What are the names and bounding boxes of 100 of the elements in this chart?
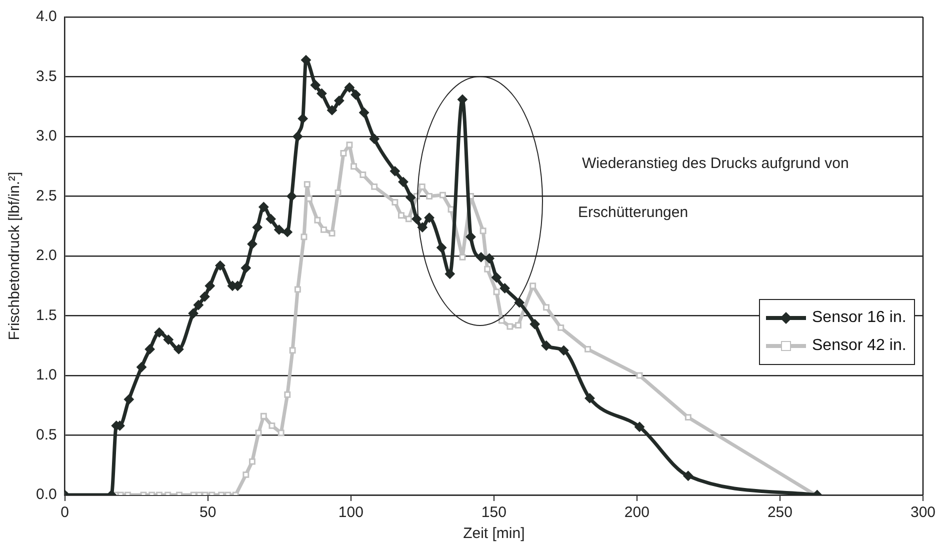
- y-axis-title: Frischbetondruck [lbf/in.²]: [6, 172, 24, 340]
- point: [492, 272, 502, 283]
- point: [316, 88, 327, 98]
- point: [154, 327, 164, 338]
- y-tick-label: 4.0: [36, 8, 57, 26]
- y-tick-label: 2.5: [36, 187, 57, 204]
- point: [346, 142, 353, 148]
- point: [398, 212, 404, 219]
- point: [426, 193, 433, 200]
- x-tick-label: 50: [200, 504, 216, 522]
- point: [418, 183, 426, 190]
- point: [359, 108, 370, 118]
- point: [498, 317, 505, 324]
- y-tick-label: 2.0: [36, 247, 57, 264]
- point: [248, 458, 256, 465]
- point: [636, 372, 643, 379]
- point: [255, 430, 262, 436]
- y-tick-label: 3.0: [36, 128, 57, 145]
- x-tick-label: 100: [338, 504, 364, 522]
- point: [584, 393, 595, 404]
- point: [215, 260, 226, 271]
- x-tick-label: 200: [624, 504, 650, 522]
- point: [541, 340, 552, 351]
- point: [584, 346, 591, 352]
- point: [444, 268, 455, 279]
- point: [136, 362, 147, 372]
- point: [683, 470, 694, 481]
- point: [292, 132, 303, 142]
- point: [252, 222, 262, 232]
- point: [424, 212, 434, 223]
- point: [634, 422, 645, 432]
- legend-label: Sensor 16 in.: [812, 309, 906, 328]
- point: [344, 82, 354, 93]
- x-tick-label: 250: [767, 504, 792, 522]
- point: [515, 322, 522, 329]
- point: [484, 253, 494, 264]
- point: [247, 239, 258, 250]
- x-axis-title: Zeit [min]: [463, 525, 525, 542]
- point: [406, 192, 416, 202]
- point: [242, 471, 250, 478]
- point: [289, 347, 296, 354]
- point: [328, 230, 336, 237]
- point: [278, 430, 284, 436]
- point: [320, 226, 327, 233]
- point: [392, 199, 398, 206]
- point: [174, 344, 184, 354]
- point: [298, 114, 308, 124]
- point: [484, 266, 491, 272]
- point: [286, 191, 297, 202]
- point: [334, 96, 344, 106]
- point: [340, 150, 347, 156]
- point: [310, 80, 320, 90]
- point: [440, 192, 446, 198]
- point: [371, 183, 378, 190]
- point: [543, 304, 550, 311]
- point: [558, 345, 569, 356]
- point: [327, 105, 338, 116]
- point: [405, 216, 412, 222]
- point: [369, 134, 380, 144]
- point: [506, 323, 514, 330]
- point: [300, 234, 308, 240]
- point: [240, 262, 251, 273]
- point: [459, 254, 466, 260]
- point: [268, 422, 276, 429]
- y-tick-label: 1.5: [36, 306, 57, 324]
- point: [282, 227, 292, 238]
- point: [294, 286, 301, 293]
- point: [436, 242, 447, 253]
- point: [200, 292, 210, 302]
- point: [204, 280, 215, 291]
- point: [124, 394, 134, 404]
- point: [684, 414, 692, 421]
- point: [493, 288, 500, 296]
- point: [360, 172, 366, 178]
- point: [274, 224, 284, 235]
- legend-label: Sensor 42 in.: [812, 337, 906, 356]
- point: [188, 308, 198, 318]
- point: [334, 189, 342, 196]
- y-tick-label: 0.0: [36, 486, 57, 504]
- point: [284, 391, 291, 398]
- point: [260, 412, 267, 420]
- point: [466, 232, 476, 242]
- point: [530, 282, 536, 290]
- text: Wiederanstieg des Drucks aufgrund von Erschütterungen: [578, 155, 849, 221]
- point: [258, 202, 269, 212]
- point: [480, 228, 486, 234]
- point: [144, 344, 155, 354]
- y-tick-label: 3.5: [36, 68, 57, 85]
- y-tick-label: 1.0: [36, 366, 57, 384]
- x-tick-label: 0: [60, 504, 70, 522]
- point: [304, 181, 310, 188]
- point: [350, 163, 357, 170]
- point: [558, 324, 564, 331]
- point: [398, 176, 408, 187]
- y-tick-label: 0.5: [36, 426, 57, 444]
- point: [476, 252, 486, 262]
- point: [266, 214, 276, 224]
- point: [163, 334, 174, 345]
- point: [390, 166, 400, 176]
- point: [193, 300, 204, 310]
